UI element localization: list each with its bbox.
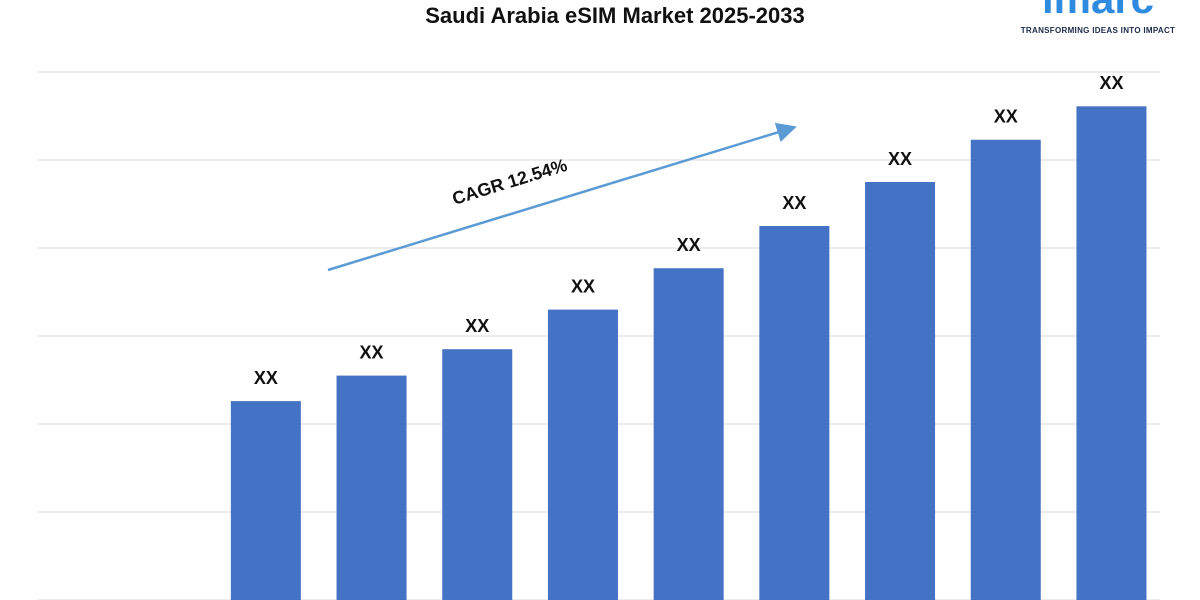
- chart-title: Saudi Arabia eSIM Market 2025-2033: [425, 3, 804, 28]
- data-label: XX: [888, 149, 912, 169]
- data-label: XX: [677, 235, 701, 255]
- data-label: XX: [571, 276, 595, 296]
- bar: [653, 268, 724, 600]
- bar: [442, 349, 513, 600]
- data-label: XX: [254, 368, 278, 388]
- data-label: XX: [1099, 73, 1123, 93]
- bar: [759, 226, 830, 600]
- bar: [230, 401, 301, 600]
- data-label: XX: [360, 342, 384, 362]
- trend-arrow: [327, 122, 797, 272]
- bar: [1076, 106, 1147, 600]
- data-label: XX: [782, 193, 806, 213]
- bar: [336, 375, 407, 600]
- bar: [865, 182, 936, 600]
- brand-tagline: TRANSFORMING IDEAS INTO IMPACT: [1021, 26, 1175, 35]
- brand-logo: imarc: [1042, 0, 1154, 22]
- bar: [547, 309, 618, 600]
- data-label: XX: [994, 107, 1018, 127]
- bar: [970, 139, 1041, 600]
- data-label: XX: [465, 316, 489, 336]
